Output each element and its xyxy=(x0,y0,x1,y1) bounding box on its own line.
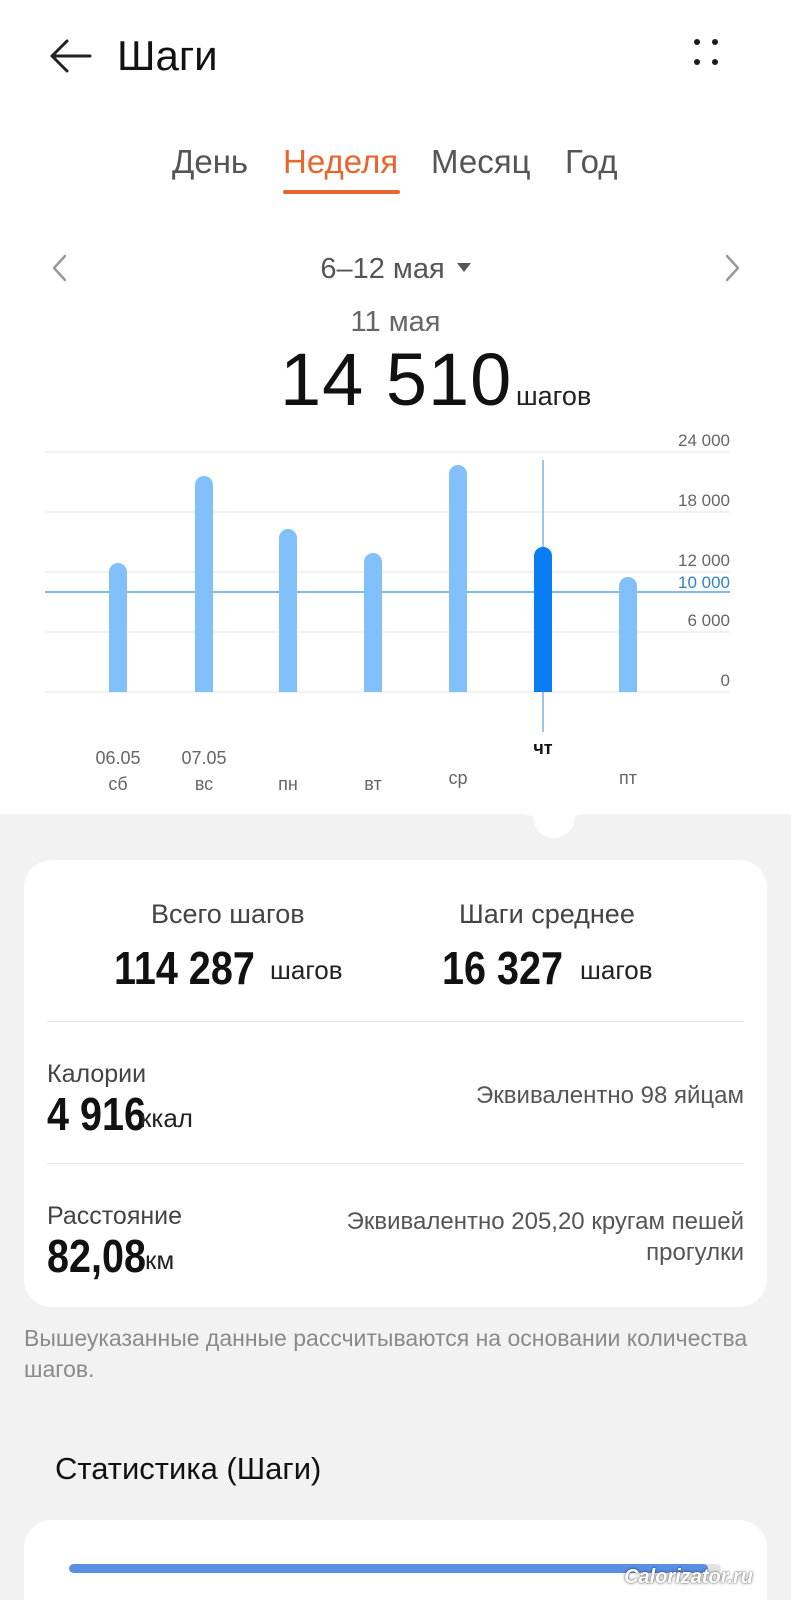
distance-value: 82,08 xyxy=(47,1230,147,1282)
distance-equivalent-line-1: Эквивалентно 205,20 кругам пешей xyxy=(346,1208,744,1235)
bar xyxy=(195,476,213,692)
x-date-label: 07.05 xyxy=(181,748,226,768)
total-steps-value: 114 287 xyxy=(114,942,255,994)
calories-label: Калории xyxy=(47,1060,147,1088)
total-steps-label: Всего шагов xyxy=(151,899,305,929)
calories-equivalent: Эквивалентно 98 яйцам xyxy=(476,1082,744,1109)
bar xyxy=(279,529,297,692)
y-tick-label: 12 000 xyxy=(678,551,730,570)
bar-base xyxy=(619,683,637,692)
more-button[interactable] xyxy=(692,32,740,80)
bar-base xyxy=(534,683,552,692)
average-steps-value: 16 327 xyxy=(442,942,564,994)
average-steps-unit: шагов xyxy=(580,955,653,985)
statistics-progress-bar xyxy=(69,1564,721,1573)
next-period-button[interactable] xyxy=(714,248,750,288)
previous-period-button[interactable] xyxy=(42,248,78,288)
total-steps-unit: шагов xyxy=(270,955,343,985)
active-tab-indicator xyxy=(283,190,400,194)
tab-month[interactable]: Месяц xyxy=(431,143,531,180)
bar-base xyxy=(195,683,213,692)
distance-unit: км xyxy=(145,1245,175,1275)
y-tick-label: 6 000 xyxy=(687,611,730,630)
x-tick-label: ср xyxy=(448,768,467,788)
back-button[interactable] xyxy=(44,30,96,82)
bar xyxy=(364,553,382,692)
x-tick-label: пн xyxy=(278,774,298,794)
distance-equivalent-line-2: прогулки xyxy=(646,1239,744,1266)
tab-year[interactable]: Год xyxy=(565,143,618,180)
calories-value: 4 916 xyxy=(47,1088,147,1140)
weekly-steps-chart[interactable]: 0 6 000 12 000 18 000 24 000 10 000 06.05 сб 07.… xyxy=(0,420,791,820)
x-date-label: 06.05 xyxy=(95,748,140,768)
y-tick-label: 0 xyxy=(721,671,730,690)
bar xyxy=(449,465,467,692)
selected-steps-value: 14 510 xyxy=(280,338,513,421)
date-range-label: 6–12 мая xyxy=(320,253,445,285)
x-tick-label: сб xyxy=(108,774,127,794)
divider xyxy=(47,1163,744,1164)
summary-card: Всего шагов 114 287 шагов Шаги среднее 1… xyxy=(24,860,767,1307)
x-tick-label: пт xyxy=(619,768,637,788)
footnote: Вышеуказанные данные рассчитываются на о… xyxy=(24,1325,748,1382)
arrow-left-icon xyxy=(50,39,92,73)
goal-label: 10 000 xyxy=(678,573,730,592)
bar-base xyxy=(449,683,467,692)
period-tabs: День Неделя Месяц Год xyxy=(0,140,791,200)
page-title: Шаги xyxy=(117,32,218,79)
bar-base xyxy=(364,683,382,692)
distance-equivalent: Эквивалентно 205,20 кругам пешей прогулк… xyxy=(347,1206,744,1268)
watermark: Calorizator.ru xyxy=(624,1566,753,1588)
average-steps-label: Шаги среднее xyxy=(459,899,635,929)
date-range-selector[interactable]: 6–12 мая xyxy=(200,250,591,288)
bar xyxy=(109,563,127,692)
chevron-left-icon xyxy=(52,254,67,282)
tab-week[interactable]: Неделя xyxy=(283,143,399,180)
bar-base xyxy=(279,683,297,692)
chevron-right-icon xyxy=(725,254,740,282)
x-tick-label: чт xyxy=(533,738,552,758)
chart-drag-handle[interactable] xyxy=(533,796,575,838)
selected-steps-unit: шагов xyxy=(516,381,592,411)
calories-unit: ккал xyxy=(140,1103,193,1133)
statistics-title: Статистика (Шаги) xyxy=(55,1451,322,1486)
x-tick-label: вт xyxy=(364,774,381,794)
x-tick-label: вс xyxy=(195,774,213,794)
divider xyxy=(47,1021,744,1022)
caret-down-icon xyxy=(456,262,471,272)
bar-selected xyxy=(534,546,552,692)
selected-date: 11 мая xyxy=(350,306,441,338)
distance-label: Расстояние xyxy=(47,1202,183,1230)
bar-base xyxy=(109,683,127,692)
tab-day[interactable]: День xyxy=(172,143,249,180)
statistics-card[interactable] xyxy=(24,1520,767,1600)
y-tick-label: 24 000 xyxy=(678,431,730,450)
statistics-progress-fill xyxy=(69,1564,708,1573)
y-tick-label: 18 000 xyxy=(678,491,730,510)
bar xyxy=(619,577,637,692)
